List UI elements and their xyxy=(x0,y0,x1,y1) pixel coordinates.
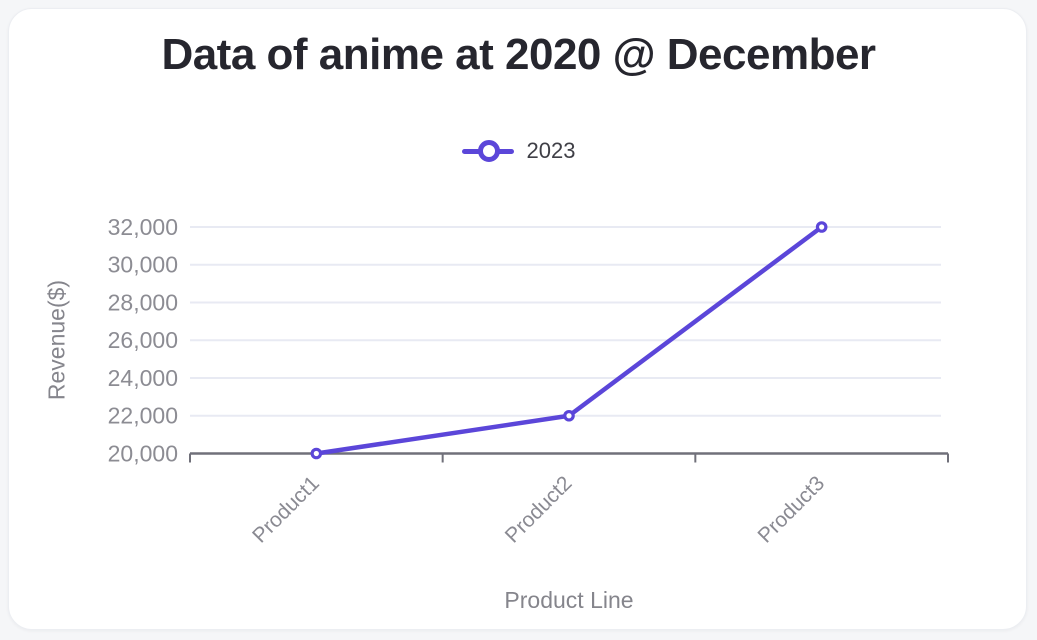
legend-line-marker-icon xyxy=(461,139,514,163)
x-tick-label: Product2 xyxy=(501,472,577,548)
y-tick-label: 22,000 xyxy=(108,403,178,429)
legend-item-2023[interactable]: 2023 xyxy=(0,138,1037,164)
x-tick-label: Product1 xyxy=(248,472,324,548)
data-point-product1[interactable] xyxy=(310,447,323,460)
data-point-product2[interactable] xyxy=(563,409,575,422)
y-tick-label: 24,000 xyxy=(108,365,178,391)
legend-dot-icon xyxy=(477,140,500,162)
chart-card xyxy=(8,8,1027,630)
y-tick-label: 20,000 xyxy=(108,440,178,466)
y-tick-label: 28,000 xyxy=(108,289,178,315)
y-axis-title: Revenue($) xyxy=(43,279,70,401)
x-tick-label: Product3 xyxy=(753,472,829,548)
y-tick-label: 32,000 xyxy=(108,214,178,240)
y-tick-label: 26,000 xyxy=(108,327,178,353)
x-axis-title: Product Line xyxy=(504,587,634,613)
data-point-product3[interactable] xyxy=(815,221,828,233)
legend-label: 2023 xyxy=(526,138,576,163)
chart-title: Data of anime at 2020 @ December xyxy=(161,30,876,79)
y-tick-label: 30,000 xyxy=(108,252,178,278)
